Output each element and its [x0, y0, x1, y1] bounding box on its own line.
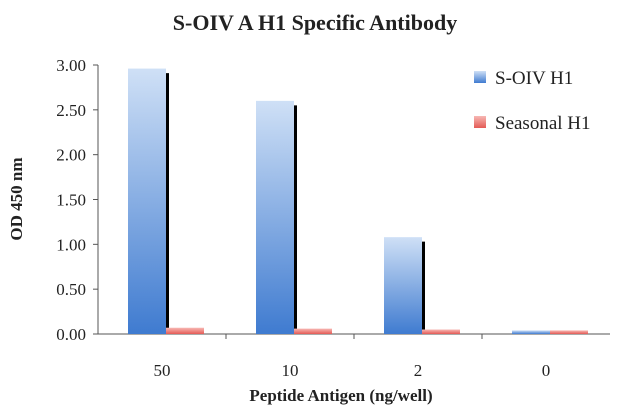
bar-seasonal-h1: [422, 329, 460, 334]
y-tick-label: 2.50: [56, 101, 86, 120]
y-axis: 0.00 0.50 1.00 1.50 2.00 2.50 3.00: [56, 56, 99, 344]
x-axis-label: Peptide Antigen (ng/well): [249, 386, 432, 405]
bar-seasonal-h1: [550, 330, 588, 334]
bar-seasonal-h1: [166, 327, 204, 334]
y-tick-label: 2.00: [56, 146, 86, 165]
chart-title: S-OIV A H1 Specific Antibody: [173, 10, 457, 35]
x-tick-label: 10: [282, 361, 299, 380]
y-tick-label: 3.00: [56, 56, 86, 75]
x-axis: 50 10 2 0: [98, 333, 610, 380]
legend-swatch-seasonal-h1: [474, 116, 486, 128]
bars: [128, 68, 588, 334]
y-tick-label: 0.50: [56, 280, 86, 299]
y-axis-label: OD 450 nm: [7, 157, 26, 240]
bar-s-oiv-h1: [256, 100, 294, 334]
legend-label: Seasonal H1: [495, 113, 591, 134]
bar-s-oiv-h1: [384, 237, 422, 334]
bar-seasonal-h1: [294, 328, 332, 334]
x-tick-label: 50: [154, 361, 171, 380]
legend: S-OIV H1 Seasonal H1: [474, 68, 591, 134]
y-tick-label: 0.00: [56, 325, 86, 344]
x-tick-label: 2: [414, 361, 423, 380]
legend-swatch-s-oiv-h1: [474, 71, 486, 83]
y-tick-label: 1.50: [56, 191, 86, 210]
legend-label: S-OIV H1: [495, 68, 573, 89]
bar-s-oiv-h1: [128, 68, 166, 334]
y-tick-label: 1.00: [56, 235, 86, 254]
x-tick-label: 0: [542, 361, 551, 380]
bar-s-oiv-h1: [512, 330, 550, 334]
